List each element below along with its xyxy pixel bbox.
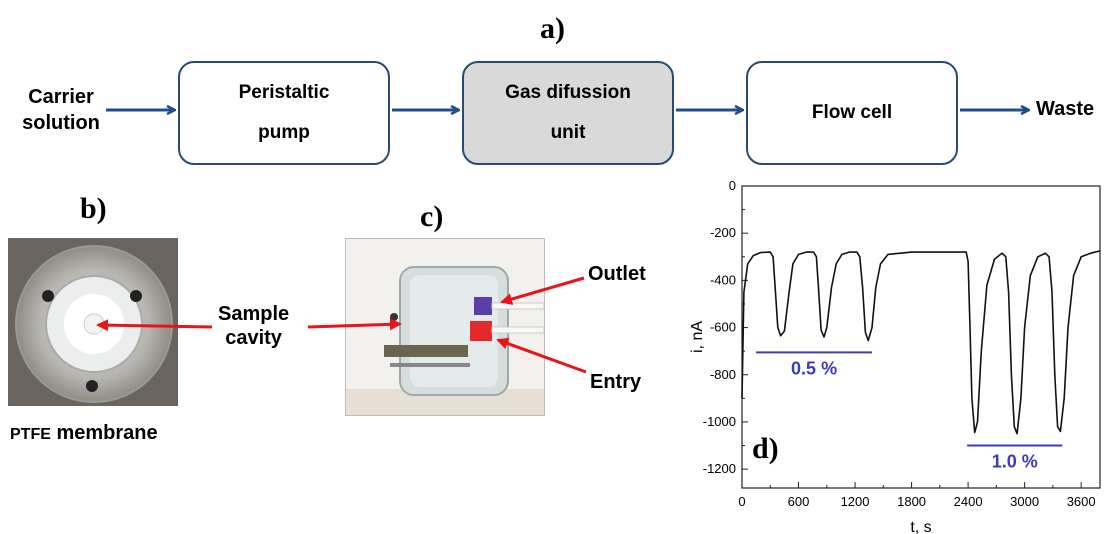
- red-arrows: [96, 276, 587, 374]
- x-tick-label-3: 1800: [897, 494, 926, 509]
- y-tick-label-3: -600: [710, 320, 736, 335]
- flow-cell-label: Flow cell: [811, 102, 893, 123]
- red-arrow-to-membrane: [96, 319, 213, 332]
- panel-label-c: c): [420, 200, 444, 233]
- ptfe-caption-prefix: PTFE: [10, 426, 51, 443]
- gas-diffusion-unit-photo: [345, 238, 545, 416]
- x-tick-label-6: 3600: [1067, 494, 1096, 509]
- outlet-label: Outlet: [588, 263, 646, 285]
- panel-label-d: d): [752, 432, 779, 465]
- carrier-solution-label: Carrier solution: [16, 84, 106, 136]
- sample-cavity-line1: Sample: [218, 303, 290, 325]
- panel-label-b: b): [80, 192, 107, 225]
- flow-cell-box: Flow cell: [746, 61, 958, 165]
- y-tick-label-6: -1200: [703, 461, 736, 476]
- x-tick-label-4: 2400: [954, 494, 983, 509]
- panel-label-a: a): [540, 12, 565, 45]
- carrier-solution-line2: solution: [22, 112, 100, 134]
- unit-illustration: [346, 239, 544, 415]
- red-arrow-to-outlet: [500, 276, 585, 305]
- x-tick-label-0: 0: [738, 494, 745, 509]
- gas-diffusion-unit-box: Gas difussion unit: [462, 61, 674, 165]
- sample-cavity-label: Sample cavity: [218, 302, 289, 350]
- sample-cavity-line2: cavity: [225, 327, 282, 349]
- concentration-label-0: 0.5 %: [791, 358, 837, 378]
- y-tick-label-5: -1000: [703, 414, 736, 429]
- y-axis-label: i, nA: [690, 321, 706, 353]
- ptfe-membrane-caption: PTFE membrane: [10, 420, 158, 448]
- carrier-solution-line1: Carrier: [28, 86, 94, 108]
- gas-diffusion-line2: unit: [550, 122, 586, 143]
- concentration-label-1: 1.0 %: [992, 452, 1038, 472]
- ptfe-membrane-photo: [8, 238, 178, 406]
- peristaltic-pump-line1: Peristaltic: [238, 82, 330, 103]
- peristaltic-pump-box: Peristaltic pump: [178, 61, 390, 165]
- flow-arrows: [106, 0, 1106, 180]
- current-time-chart: 0 600 1200 1800 2400 3000 3600 0 -200 -400 -600 -80…: [690, 178, 1101, 534]
- x-axis-label: t, s: [910, 519, 931, 534]
- x-tick-label-5: 3000: [1010, 494, 1039, 509]
- y-tick-label-0: 0: [729, 178, 736, 193]
- x-tick-label-1: 600: [788, 494, 810, 509]
- gas-diffusion-line1: Gas difussion: [505, 82, 631, 103]
- plot-frame: [741, 185, 1101, 489]
- x-tick-label-2: 1200: [841, 494, 870, 509]
- entry-label: Entry: [590, 371, 642, 393]
- red-arrow-to-cavity: [307, 318, 402, 331]
- series-line-0: [741, 250, 1101, 435]
- red-arrow-to-entry: [496, 337, 587, 374]
- membrane-illustration: [8, 238, 178, 406]
- ptfe-caption-word: membrane: [56, 422, 158, 444]
- waste-label: Waste: [1036, 98, 1095, 120]
- y-tick-label-4: -800: [710, 367, 736, 382]
- y-tick-label-1: -200: [710, 225, 736, 240]
- y-tick-label-2: -400: [710, 272, 736, 287]
- peristaltic-pump-line2: pump: [258, 122, 310, 143]
